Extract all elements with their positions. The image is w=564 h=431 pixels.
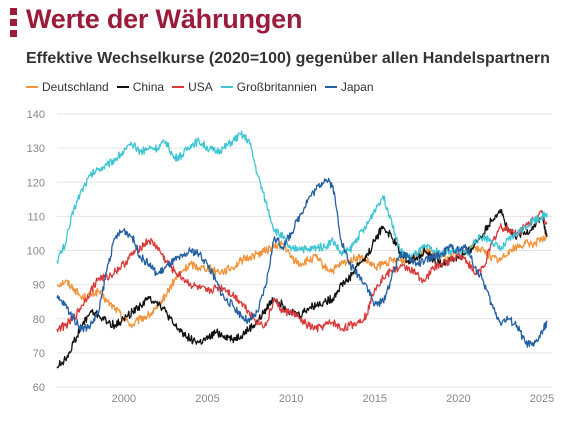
legend-item-deutschland: Deutschland bbox=[26, 80, 109, 94]
legend-item-grossbritannien: Großbritannien bbox=[220, 80, 317, 94]
series-line-japan bbox=[56, 177, 548, 348]
x-tick-label: 2025 bbox=[530, 393, 554, 405]
legend-item-usa: USA bbox=[172, 80, 213, 94]
chart-legend: Deutschland China USA Großbritannien Jap… bbox=[26, 80, 374, 94]
legend-label: Japan bbox=[340, 80, 374, 94]
brand-mark-square bbox=[10, 30, 17, 37]
legend-swatch bbox=[324, 86, 337, 88]
series-line-usa bbox=[56, 209, 548, 333]
y-tick-label: 90 bbox=[33, 280, 45, 292]
series-line-china bbox=[56, 208, 548, 369]
y-tick-label: 140 bbox=[27, 109, 45, 121]
legend-swatch bbox=[116, 86, 129, 88]
legend-item-japan: Japan bbox=[324, 80, 374, 94]
legend-swatch bbox=[26, 86, 38, 88]
y-tick-label: 80 bbox=[33, 314, 45, 326]
y-tick-label: 60 bbox=[33, 382, 45, 394]
legend-label: Deutschland bbox=[42, 80, 109, 94]
brand-mark-square bbox=[10, 19, 17, 26]
x-tick-label: 2005 bbox=[195, 393, 219, 405]
legend-label: Großbritannien bbox=[236, 80, 317, 94]
y-tick-label: 70 bbox=[33, 348, 45, 360]
y-tick-label: 110 bbox=[27, 211, 45, 223]
x-tick-label: 2010 bbox=[279, 393, 303, 405]
y-tick-label: 130 bbox=[27, 143, 45, 155]
x-tick-label: 2015 bbox=[362, 393, 386, 405]
series-line-großbritannien bbox=[56, 130, 548, 264]
chart-subtitle: Effektive Wechselkurse (2020=100) gegenü… bbox=[26, 50, 550, 67]
brand-logo-mark bbox=[10, 8, 24, 37]
legend-label: China bbox=[132, 80, 165, 94]
y-tick-label: 100 bbox=[27, 246, 45, 258]
legend-swatch bbox=[220, 86, 233, 88]
page-title: Werte der Währungen bbox=[26, 4, 303, 34]
legend-swatch bbox=[172, 86, 185, 88]
y-tick-label: 120 bbox=[27, 177, 45, 189]
legend-item-china: China bbox=[116, 80, 165, 94]
x-tick-label: 2020 bbox=[446, 393, 470, 405]
legend-label: USA bbox=[188, 80, 213, 94]
brand-mark-square bbox=[10, 8, 17, 15]
x-tick-label: 2000 bbox=[112, 393, 136, 405]
